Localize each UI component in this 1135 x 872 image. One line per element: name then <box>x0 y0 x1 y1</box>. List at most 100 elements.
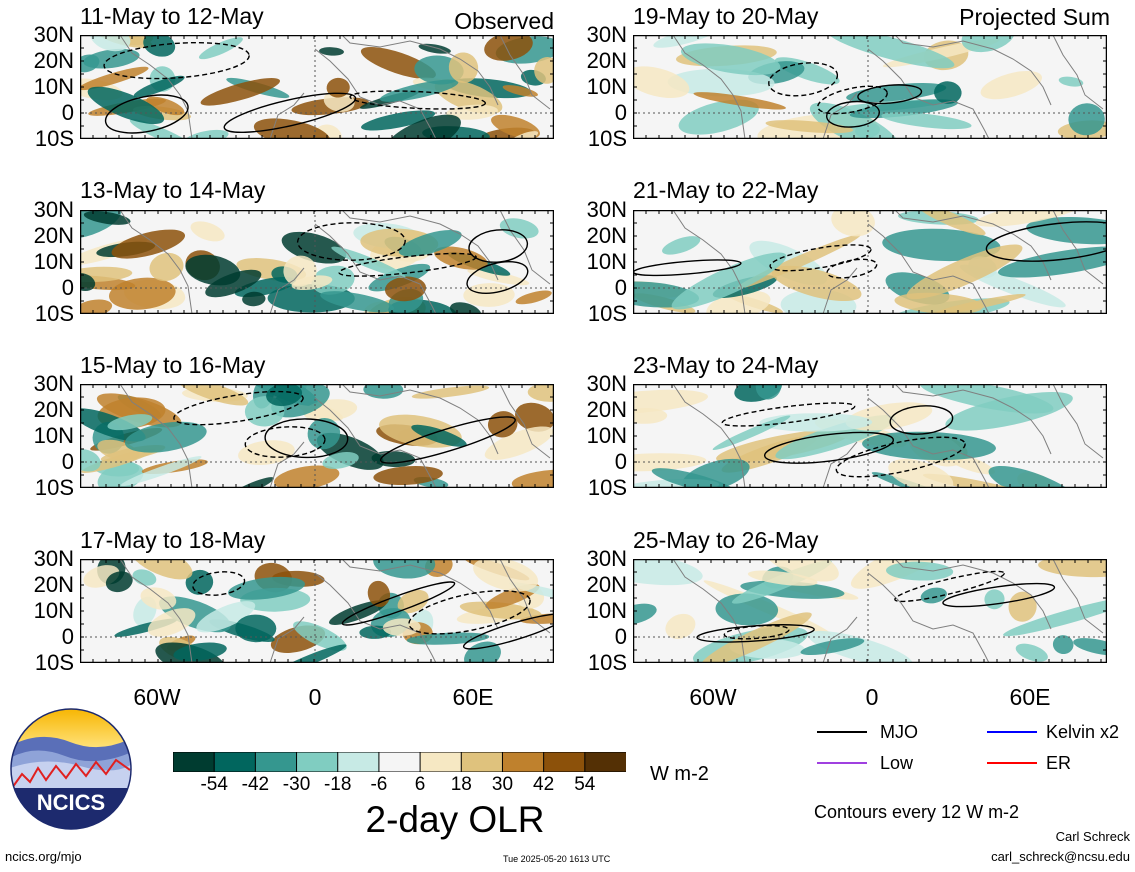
colorbar <box>172 751 628 773</box>
lat-label: 10N <box>586 249 627 274</box>
lat-label: 30N <box>586 546 627 571</box>
lat-label: 10N <box>586 598 627 623</box>
panel-title: 17-May to 18-May <box>80 527 266 553</box>
panel-title: 15-May to 16-May <box>80 352 266 378</box>
olr-map-panel <box>633 384 1107 488</box>
colorbar-swatch <box>501 751 545 773</box>
lat-label: 10S <box>34 126 74 151</box>
lon-label-60e-right: 60E <box>1009 684 1051 710</box>
lat-label: 0 <box>61 624 74 649</box>
lat-label: 30N <box>586 371 627 396</box>
lat-label: 10N <box>586 74 627 99</box>
legend-label-mjo: MJO <box>880 722 918 742</box>
colorbar-swatch <box>254 751 298 773</box>
legend-label-er: ER <box>1046 753 1072 773</box>
legend-label-low: Low <box>880 753 914 773</box>
lat-label: 30N <box>33 22 74 47</box>
lon-label-60w-right: 60W <box>689 684 737 710</box>
lon-label-0-right: 0 <box>865 684 879 710</box>
lon-label-60e-left: 60E <box>452 684 494 710</box>
lat-label: 30N <box>33 546 74 571</box>
olr-map-panel <box>80 559 554 663</box>
colorbar-swatch <box>213 751 257 773</box>
lat-label: 0 <box>614 624 627 649</box>
colorbar-swatch <box>378 751 422 773</box>
colorbar-swatch <box>337 751 380 773</box>
legend-line-low <box>817 762 867 764</box>
lat-label: 20N <box>586 572 627 597</box>
author-name: Carl Schreck <box>1055 829 1130 844</box>
lat-label: 10S <box>587 650 627 675</box>
colorbar-tick-label: -42 <box>241 774 270 795</box>
colorbar-swatch <box>172 751 216 773</box>
panel-title: 25-May to 26-May <box>633 527 819 553</box>
colorbar-tick-label: -30 <box>282 774 311 795</box>
lon-label-60w-left: 60W <box>133 684 181 710</box>
colorbar-swatch <box>543 751 586 773</box>
lon-label-0-left: 0 <box>308 684 322 710</box>
observed-header: Observed <box>454 8 554 34</box>
lat-label: 10S <box>34 475 74 500</box>
lat-label: 20N <box>33 48 74 73</box>
colorbar-tick-label: 42 <box>533 774 555 795</box>
author-email: carl_schreck@ncsu.edu <box>991 849 1130 864</box>
lat-label: 20N <box>33 397 74 422</box>
lat-label: 0 <box>614 100 627 125</box>
lat-label: 0 <box>61 275 74 300</box>
legend-label-kelvin: Kelvin x2 <box>1046 722 1120 742</box>
panel-title: 21-May to 22-May <box>633 177 819 203</box>
lat-label: 20N <box>586 223 627 248</box>
lat-label: 10N <box>33 423 74 448</box>
olr-map-panel <box>633 35 1107 139</box>
lat-label: 30N <box>33 371 74 396</box>
colorbar-tick-label: 54 <box>574 774 596 795</box>
colorbar-units: W m-2 <box>650 763 709 785</box>
source-url: ncics.org/mjo <box>5 849 82 864</box>
lat-label: 0 <box>614 449 627 474</box>
lat-label: 10S <box>34 650 74 675</box>
colorbar-title: 2-day OLR <box>365 799 545 840</box>
lat-label: 10N <box>33 598 74 623</box>
lat-label: 30N <box>33 197 74 222</box>
lat-label: 10S <box>587 475 627 500</box>
legend-line-kelvin <box>987 731 1037 733</box>
timestamp: Tue 2025-05-20 1613 UTC <box>503 854 611 864</box>
lat-label: 10N <box>33 249 74 274</box>
lat-label: 10N <box>586 423 627 448</box>
colorbar-swatch <box>296 751 339 773</box>
olr-map-panel <box>80 384 554 488</box>
lat-label: 30N <box>586 197 627 222</box>
colorbar-tick-label: -18 <box>323 774 352 795</box>
colorbar-tick-label: -6 <box>370 774 388 795</box>
lat-label: 10N <box>33 74 74 99</box>
olr-map-panel <box>80 35 554 139</box>
panel-title: 11-May to 12-May <box>80 3 264 29</box>
lat-label: 10S <box>587 126 627 151</box>
lat-label: 10S <box>587 301 627 326</box>
colorbar-swatch <box>584 751 628 773</box>
colorbar-tick-label: 6 <box>414 774 426 795</box>
contour-interval-note: Contours every 12 W m-2 <box>814 802 1020 822</box>
logo-text: NCICS <box>37 790 105 815</box>
colorbar-tick-label: 18 <box>450 774 472 795</box>
colorbar-swatch <box>419 751 463 773</box>
lat-label: 20N <box>33 223 74 248</box>
projected-header: Projected Sum <box>959 4 1110 30</box>
panel-title: 23-May to 24-May <box>633 352 819 378</box>
lat-label: 0 <box>61 449 74 474</box>
lat-label: 20N <box>586 48 627 73</box>
olr-map-panel <box>633 559 1107 663</box>
olr-map-panel <box>80 210 554 314</box>
colorbar-tick-label: -54 <box>200 774 228 795</box>
legend-line-mjo <box>817 731 867 733</box>
panel-title: 13-May to 14-May <box>80 177 266 203</box>
lat-label: 20N <box>33 572 74 597</box>
lat-label: 30N <box>586 22 627 47</box>
panel-title: 19-May to 20-May <box>633 3 819 29</box>
lat-label: 20N <box>586 397 627 422</box>
colorbar-tick-label: 30 <box>491 774 514 795</box>
lat-label: 10S <box>34 301 74 326</box>
lat-label: 0 <box>614 275 627 300</box>
lat-label: 0 <box>61 100 74 125</box>
legend-line-er <box>987 762 1037 764</box>
